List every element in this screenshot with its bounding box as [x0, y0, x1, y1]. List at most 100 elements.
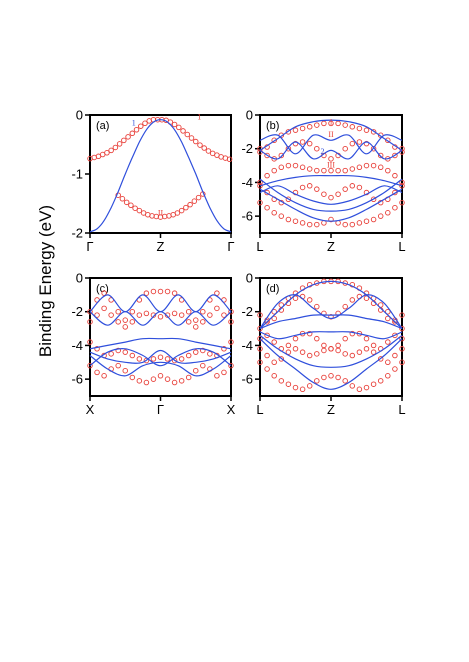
- data-point: [94, 369, 100, 376]
- data-point: [377, 164, 384, 171]
- data-point: [314, 122, 320, 128]
- data-point: [115, 347, 121, 354]
- data-point: [306, 124, 313, 130]
- data-point: [356, 184, 363, 191]
- data-point: [257, 312, 263, 318]
- data-point: [385, 373, 391, 379]
- data-point: [370, 162, 377, 169]
- data-point: [136, 378, 143, 384]
- data-point: [264, 152, 270, 159]
- y-tick-label: -4: [241, 338, 253, 353]
- calculated-band-curve: [89, 349, 232, 364]
- band-annotation: 2: [320, 147, 324, 156]
- calculated-band-curve: [259, 185, 403, 205]
- calculated-band-curve: [259, 314, 403, 330]
- calculated-band-curve: [259, 294, 403, 329]
- data-point: [335, 191, 341, 197]
- panel-label: (d): [266, 283, 279, 295]
- data-point: [342, 186, 348, 192]
- data-point: [385, 339, 391, 345]
- data-point: [321, 342, 327, 349]
- data-point: [370, 196, 377, 203]
- y-axis-label: Binding Energy (eV): [36, 205, 55, 357]
- data-point: [214, 305, 220, 312]
- data-point: [399, 312, 405, 318]
- band-annotation: II: [328, 130, 334, 139]
- data-point: [399, 325, 405, 332]
- data-point: [122, 349, 128, 355]
- data-point: [285, 162, 292, 169]
- data-point: [87, 362, 93, 369]
- x-tick-label: Z: [327, 402, 335, 417]
- x-tick-label: Γ: [86, 239, 93, 254]
- data-point: [363, 162, 370, 169]
- panel-c: 0-2-4-6X Γ X(c): [71, 271, 235, 418]
- data-point: [349, 221, 356, 228]
- data-point: [115, 308, 121, 315]
- band-annotation: 1: [197, 113, 201, 122]
- data-point: [377, 152, 384, 159]
- calculated-band-curve: [259, 119, 403, 151]
- calculated-band-curve: [259, 141, 403, 160]
- data-point: [264, 332, 270, 339]
- data-point: [349, 183, 356, 189]
- data-point: [363, 384, 370, 391]
- data-point: [399, 346, 405, 352]
- data-point: [228, 319, 234, 325]
- band-annotation: III: [327, 160, 335, 169]
- data-point: [136, 207, 143, 214]
- data-point: [207, 312, 213, 318]
- y-tick-label: -6: [241, 209, 253, 224]
- data-point: [119, 196, 126, 202]
- data-point: [136, 356, 143, 362]
- data-point: [278, 302, 285, 308]
- data-point: [356, 164, 363, 171]
- data-point: [271, 308, 277, 315]
- data-point: [87, 308, 93, 315]
- data-point: [157, 354, 164, 360]
- panel-label: (c): [96, 283, 109, 295]
- data-point: [185, 352, 192, 359]
- data-point: [299, 184, 306, 191]
- data-point: [314, 221, 320, 228]
- y-tick-label: -2: [241, 141, 253, 156]
- data-point: [306, 183, 313, 189]
- data-point: [192, 324, 199, 330]
- data-point: [185, 308, 192, 315]
- data-point: [278, 152, 285, 159]
- band-annotation: II: [158, 208, 164, 217]
- data-point: [201, 145, 207, 151]
- data-point: [121, 137, 127, 144]
- x-tick-label: X: [227, 402, 236, 417]
- data-point: [299, 164, 306, 171]
- data-point: [342, 335, 348, 342]
- data-point: [370, 381, 377, 387]
- data-point: [356, 349, 363, 355]
- data-point: [392, 204, 398, 211]
- data-point: [108, 147, 114, 154]
- data-point: [356, 386, 363, 393]
- data-point: [87, 339, 93, 345]
- data-point: [129, 308, 136, 315]
- data-point: [108, 351, 114, 357]
- data-point: [349, 124, 356, 130]
- data-point: [101, 305, 107, 312]
- data-point: [157, 288, 164, 295]
- y-tick-label: -6: [241, 372, 253, 387]
- data-point: [226, 156, 233, 162]
- data-point: [278, 164, 285, 171]
- data-point: [188, 135, 195, 141]
- band-annotation: 1: [132, 119, 136, 128]
- data-point: [349, 140, 356, 147]
- data-point: [285, 381, 292, 387]
- data-point: [132, 205, 138, 211]
- data-point: [171, 290, 178, 296]
- data-point: [328, 167, 334, 174]
- data-point: [171, 379, 178, 386]
- data-point: [306, 330, 313, 337]
- data-point: [392, 332, 398, 339]
- data-point: [385, 210, 391, 216]
